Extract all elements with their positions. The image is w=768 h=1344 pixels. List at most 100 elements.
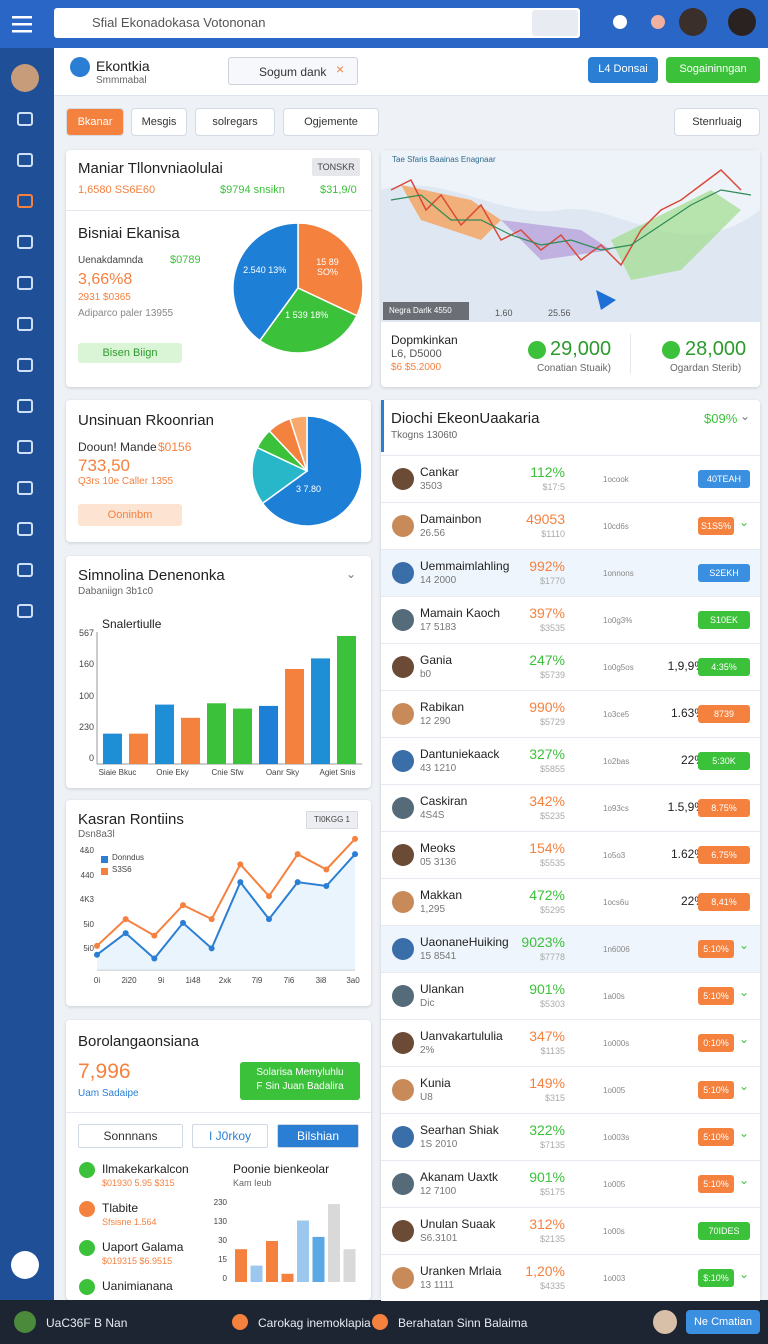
sidebar-icon[interactable] <box>17 440 33 454</box>
item-name: Uaport Galama <box>102 1240 184 1254</box>
row[interactable] <box>381 502 760 549</box>
legend-swatch <box>101 856 108 863</box>
row-amount: $5295 <box>539 905 565 915</box>
action-button[interactable] <box>240 1062 360 1100</box>
filter-button[interactable]: Ogjemente <box>283 108 379 136</box>
row-badge[interactable]: 5:10% <box>698 987 734 1005</box>
row-extra: 1.63% <box>670 706 705 720</box>
sidebar-icon[interactable] <box>17 563 33 577</box>
header-button[interactable]: L4 Donsai <box>588 57 658 83</box>
sub: Uam Sadaipe <box>78 1088 139 1099</box>
row-extra: 1.5,9% <box>667 800 705 814</box>
row-badge[interactable]: 8.75% <box>698 799 750 817</box>
row[interactable] <box>381 549 760 596</box>
row[interactable] <box>381 784 760 831</box>
profile-avatar <box>728 8 756 36</box>
row-badge[interactable]: 70IDES <box>698 1222 750 1240</box>
tab-button[interactable]: I J0rkoy <box>192 1124 268 1148</box>
row[interactable] <box>381 596 760 643</box>
filter-button[interactable]: Bkanar <box>66 108 124 136</box>
row-badge[interactable]: S1S5% <box>698 517 734 535</box>
sidebar-icon[interactable] <box>17 276 33 290</box>
row[interactable] <box>381 925 760 972</box>
row[interactable] <box>381 1160 760 1207</box>
sidebar-icon[interactable] <box>17 522 33 536</box>
sidebar-icon[interactable] <box>17 317 33 331</box>
row[interactable] <box>381 455 760 502</box>
row-badge[interactable]: $:10% <box>698 1269 734 1287</box>
kpi-value: 28,000 <box>685 338 747 360</box>
action-button[interactable]: Ooninbm <box>78 504 182 526</box>
footer-user: UaC36F B Nan <box>46 1316 128 1330</box>
sidebar-icon[interactable] <box>17 358 33 372</box>
row-sub: 2% <box>420 1045 435 1056</box>
search-button[interactable] <box>532 10 578 36</box>
sidebar-icon[interactable] <box>17 153 33 167</box>
footer-item[interactable]: Carokag inemoklapia <box>258 1316 371 1330</box>
y-tick-label: 230 <box>213 1198 227 1207</box>
kpi-label: Conatian Stuaik) <box>537 363 611 374</box>
sidebar-icon[interactable] <box>17 112 33 126</box>
row-badge[interactable]: 0:10% <box>698 1034 734 1052</box>
tab[interactable]: Sogum dank <box>228 57 358 85</box>
bar <box>343 1249 356 1282</box>
y-tick-label: 130 <box>213 1217 227 1226</box>
row-badge[interactable]: 5:10% <box>698 1175 734 1193</box>
row-badge[interactable]: 5:10% <box>698 1128 734 1146</box>
row-badge[interactable]: S2EKH <box>698 564 750 582</box>
footer-button[interactable]: Ne Cmatian <box>686 1310 760 1334</box>
row-badge[interactable]: 8,41% <box>698 893 750 911</box>
tab-button[interactable]: Bilshian <box>277 1124 359 1148</box>
menu-icon[interactable] <box>12 14 34 34</box>
sidebar-avatar <box>11 64 39 92</box>
row[interactable] <box>381 690 760 737</box>
row[interactable] <box>381 737 760 784</box>
row-badge[interactable]: 5:10% <box>698 940 734 958</box>
row[interactable] <box>381 1254 760 1301</box>
point <box>180 919 186 926</box>
row-badge[interactable]: 40TEAH <box>698 470 750 488</box>
point <box>151 932 158 939</box>
row-name: UaonaneHuiking <box>420 935 509 949</box>
row-badge[interactable]: 5:10% <box>698 1081 734 1099</box>
search-text[interactable]: Sfial Ekonadokasa Votononan <box>92 15 266 30</box>
sidebar <box>0 48 54 1300</box>
legend-label: S3S6 <box>112 865 132 874</box>
row-badge[interactable]: 5:30K <box>698 752 750 770</box>
row-amount: $1110 <box>541 529 565 539</box>
sidebar-icon[interactable] <box>17 399 33 413</box>
sidebar-icon[interactable] <box>17 481 33 495</box>
row-badge[interactable]: 4:35% <box>698 658 750 676</box>
row-extra: 22% <box>680 753 705 767</box>
map-legend: Tae Sfaris Baainas Enagnaar <box>392 155 496 164</box>
row-amount: $4335 <box>539 1281 565 1291</box>
row[interactable] <box>381 1066 760 1113</box>
row-change: 247% <box>529 652 565 668</box>
row-avatar <box>392 515 414 537</box>
row-sub: 26.56 <box>420 528 446 539</box>
row[interactable] <box>381 878 760 925</box>
sidebar-icon[interactable] <box>17 235 33 249</box>
row-sub: U8 <box>420 1092 433 1103</box>
row[interactable] <box>381 643 760 690</box>
tab-button[interactable]: Sonnnans <box>78 1124 183 1148</box>
row-badge[interactable]: S10EK <box>698 611 750 629</box>
header-button[interactable]: Sogaininngan <box>666 57 760 83</box>
footer-item[interactable]: Berahatan Sinn Balaima <box>398 1316 528 1330</box>
filter-select[interactable]: Stenrluaig <box>674 108 760 136</box>
point <box>208 945 215 952</box>
row[interactable] <box>381 831 760 878</box>
row-badge[interactable]: 8739 <box>698 705 750 723</box>
row[interactable] <box>381 972 760 1019</box>
item-detail: Sfsisne 1.564 <box>102 1217 157 1227</box>
row[interactable] <box>381 1207 760 1254</box>
filter-button[interactable]: solregars <box>195 108 275 136</box>
action-button[interactable]: Bisen Biign <box>78 343 182 363</box>
y-tick-label: 4K3 <box>79 895 94 904</box>
row[interactable] <box>381 1019 760 1066</box>
sidebar-icon[interactable] <box>17 194 33 208</box>
row[interactable] <box>381 1113 760 1160</box>
row-badge[interactable]: 6.75% <box>698 846 750 864</box>
sidebar-icon[interactable] <box>17 604 33 618</box>
filter-button[interactable]: Mesgis <box>131 108 187 136</box>
